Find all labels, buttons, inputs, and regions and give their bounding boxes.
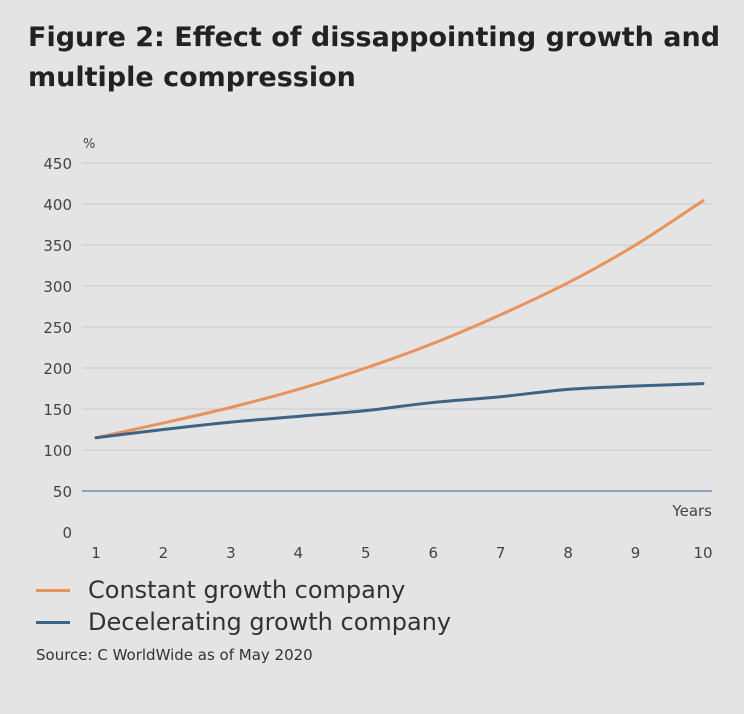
legend-label-constant-growth: Constant growth company xyxy=(88,576,406,604)
y-tick-label: 400 xyxy=(43,196,72,214)
legend-label-decelerating-growth: Decelerating growth company xyxy=(88,608,452,636)
x-tick-label: 9 xyxy=(631,544,641,562)
series-line-0 xyxy=(94,199,705,440)
x-tick-label: 1 xyxy=(91,544,101,562)
legend-item-constant-growth: Constant growth company xyxy=(36,574,451,606)
y-tick-label: 0 xyxy=(62,524,72,542)
x-tick-label: 4 xyxy=(294,544,304,562)
chart-legend: Constant growth company Decelerating gro… xyxy=(36,574,451,638)
x-tick-label: 10 xyxy=(693,544,712,562)
x-tick-label: 2 xyxy=(159,544,169,562)
series-line-1 xyxy=(94,382,705,440)
y-tick-label: 350 xyxy=(43,237,72,255)
y-tick-label: 100 xyxy=(43,442,72,460)
x-tick-label: 5 xyxy=(361,544,371,562)
legend-item-decelerating-growth: Decelerating growth company xyxy=(36,606,451,638)
y-tick-label: 200 xyxy=(43,360,72,378)
y-tick-label: 300 xyxy=(43,278,72,296)
x-axis-label: Years xyxy=(671,502,712,520)
y-tick-label: 150 xyxy=(43,401,72,419)
legend-swatch-constant-growth xyxy=(36,588,70,592)
x-tick-label: 3 xyxy=(226,544,236,562)
y-tick-label: 50 xyxy=(53,483,72,501)
y-axis-label: % xyxy=(83,137,95,152)
y-tick-label: 250 xyxy=(43,319,72,337)
chart-title: Figure 2: Effect of dissappointing growt… xyxy=(28,22,721,93)
x-tick-label: 6 xyxy=(428,544,438,562)
x-tick-label: 7 xyxy=(496,544,506,562)
source-note: Source: C WorldWide as of May 2020 xyxy=(36,646,313,664)
legend-swatch-decelerating-growth xyxy=(36,620,70,624)
y-tick-label: 450 xyxy=(43,155,72,173)
x-tick-label: 8 xyxy=(563,544,573,562)
